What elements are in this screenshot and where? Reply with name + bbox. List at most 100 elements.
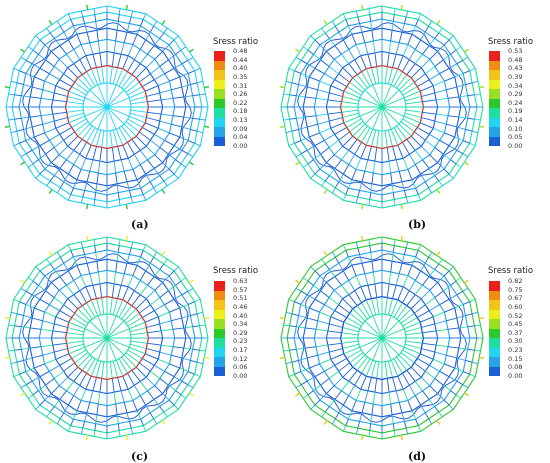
dome-member bbox=[77, 354, 91, 368]
dome-support bbox=[189, 48, 194, 53]
dome-member bbox=[141, 127, 155, 135]
dome-member bbox=[439, 139, 450, 147]
dome-member bbox=[348, 49, 356, 60]
dome-member bbox=[187, 153, 194, 157]
dome-member bbox=[425, 139, 436, 148]
dome-member bbox=[159, 120, 172, 125]
dome-member bbox=[97, 106, 108, 130]
legend-swatch bbox=[214, 127, 225, 137]
dome-member bbox=[130, 101, 148, 105]
dome-member bbox=[328, 370, 339, 379]
dome-member bbox=[117, 192, 120, 200]
dome-member bbox=[113, 392, 117, 404]
dome-member bbox=[46, 258, 51, 265]
dome-member bbox=[90, 129, 99, 146]
dome-member bbox=[456, 315, 466, 319]
dome-member bbox=[14, 348, 22, 351]
dome-member bbox=[367, 285, 372, 299]
dome-support bbox=[295, 392, 300, 397]
dome-member bbox=[84, 23, 88, 33]
dome-member bbox=[381, 106, 400, 125]
legend-swatch bbox=[489, 70, 500, 80]
dome-member bbox=[437, 393, 445, 401]
dome-member bbox=[434, 263, 440, 270]
legend-tick-label: 0.00 bbox=[508, 372, 523, 380]
dome-member bbox=[360, 55, 367, 69]
dome-member bbox=[74, 352, 89, 364]
dome-support bbox=[48, 251, 53, 256]
dome-member bbox=[117, 54, 122, 68]
dome-member bbox=[359, 181, 363, 191]
dome-member bbox=[80, 241, 84, 249]
dome-member bbox=[355, 196, 359, 204]
dome-member bbox=[25, 136, 35, 142]
dome-member bbox=[408, 385, 416, 396]
dome-member bbox=[84, 181, 88, 191]
dome-member bbox=[313, 384, 321, 391]
dome-member bbox=[109, 297, 113, 315]
dome-member bbox=[67, 343, 85, 349]
dome-member bbox=[410, 366, 422, 378]
dome-member bbox=[329, 38, 336, 46]
dome-support bbox=[204, 125, 210, 128]
dome-member bbox=[92, 377, 97, 391]
dome-member bbox=[117, 146, 122, 160]
dome-support bbox=[48, 20, 53, 25]
dome-member bbox=[139, 362, 151, 372]
dome-member bbox=[381, 106, 392, 130]
dome-member bbox=[196, 80, 204, 84]
dome-member bbox=[173, 35, 179, 41]
dome-member bbox=[68, 346, 85, 355]
dome-member bbox=[455, 163, 462, 168]
dome-member bbox=[289, 94, 297, 97]
dome-member bbox=[410, 298, 422, 310]
dome-member bbox=[96, 129, 102, 147]
caption-b: (b) bbox=[408, 218, 427, 231]
dome-member bbox=[420, 31, 426, 41]
dome-member bbox=[121, 356, 133, 371]
dome-member bbox=[44, 311, 56, 318]
dome-member bbox=[59, 256, 65, 264]
dome-member bbox=[421, 323, 435, 328]
dome-member bbox=[199, 324, 206, 327]
dome-member bbox=[127, 158, 134, 170]
dome-member bbox=[129, 327, 147, 333]
dome-member bbox=[84, 254, 88, 264]
dome-member bbox=[115, 129, 124, 146]
dome-member bbox=[173, 145, 183, 151]
dome-member bbox=[359, 254, 363, 264]
dome-member bbox=[127, 141, 135, 155]
dome-member bbox=[398, 308, 412, 322]
legend-tick-label: 0.24 bbox=[508, 98, 523, 107]
dome-member bbox=[437, 162, 445, 170]
dome-member bbox=[74, 81, 89, 93]
dome-member bbox=[50, 50, 60, 60]
dome-member bbox=[474, 324, 481, 327]
dome-member bbox=[384, 297, 388, 315]
dome-member bbox=[411, 25, 417, 35]
dome-member bbox=[45, 290, 55, 298]
dome-member bbox=[434, 59, 444, 67]
dome-member bbox=[370, 183, 373, 193]
dome-member bbox=[54, 168, 61, 176]
legend-tick-label: 0.40 bbox=[233, 311, 248, 320]
dome-member bbox=[159, 59, 169, 67]
dome-member bbox=[428, 418, 432, 425]
dome-member bbox=[164, 139, 175, 147]
dome-member bbox=[402, 118, 418, 128]
dome-member bbox=[330, 316, 344, 323]
dome-member bbox=[106, 84, 117, 108]
dome-member bbox=[321, 180, 326, 187]
dome-member bbox=[314, 370, 325, 378]
legend-tick-label: 0.52 bbox=[508, 311, 523, 320]
dome-member bbox=[52, 342, 67, 346]
dome-member bbox=[310, 404, 316, 410]
dome-member bbox=[31, 145, 41, 151]
dome-member bbox=[403, 190, 407, 198]
dome-member bbox=[465, 82, 473, 86]
dome-member bbox=[439, 67, 450, 75]
dome-member bbox=[89, 42, 94, 55]
dome-member bbox=[334, 390, 342, 400]
legend-tick-label: 0.14 bbox=[508, 116, 523, 125]
dome-member bbox=[349, 121, 364, 133]
